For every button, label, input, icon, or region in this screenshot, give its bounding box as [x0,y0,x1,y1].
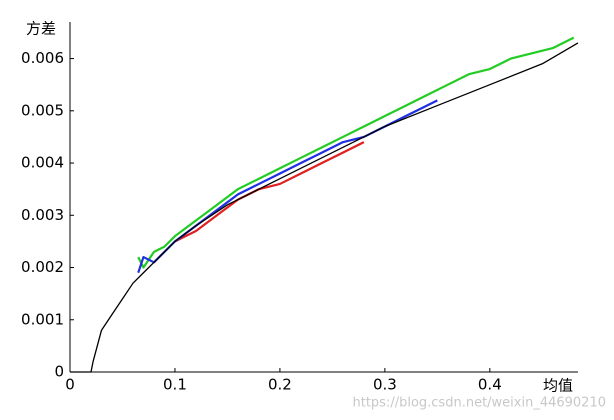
watermark: https://blog.csdn.net/weixin_44690210 [352,396,606,411]
y-tick-label: 0.003 [21,206,64,224]
x-tick-label: 0.1 [163,376,187,394]
y-tick-label: 0.005 [21,101,64,119]
x-tick-label: 0 [65,376,75,394]
data-line [174,141,365,243]
y-tick-label: 0.006 [21,49,64,67]
data-line [137,36,575,269]
x-axis-label: 均值 [543,377,573,395]
y-tick-label: 0 [54,363,64,381]
y-axis-label: 方差 [26,20,56,38]
x-tick-label: 0.3 [373,376,397,394]
data-line [137,99,438,274]
x-tick-label: 0.4 [478,376,502,394]
data-line [70,42,579,373]
y-tick-label: 0.001 [21,310,64,328]
x-tick-label: 0.2 [268,376,292,394]
y-tick-label: 0.002 [21,258,64,276]
y-tick-label: 0.004 [21,154,64,172]
